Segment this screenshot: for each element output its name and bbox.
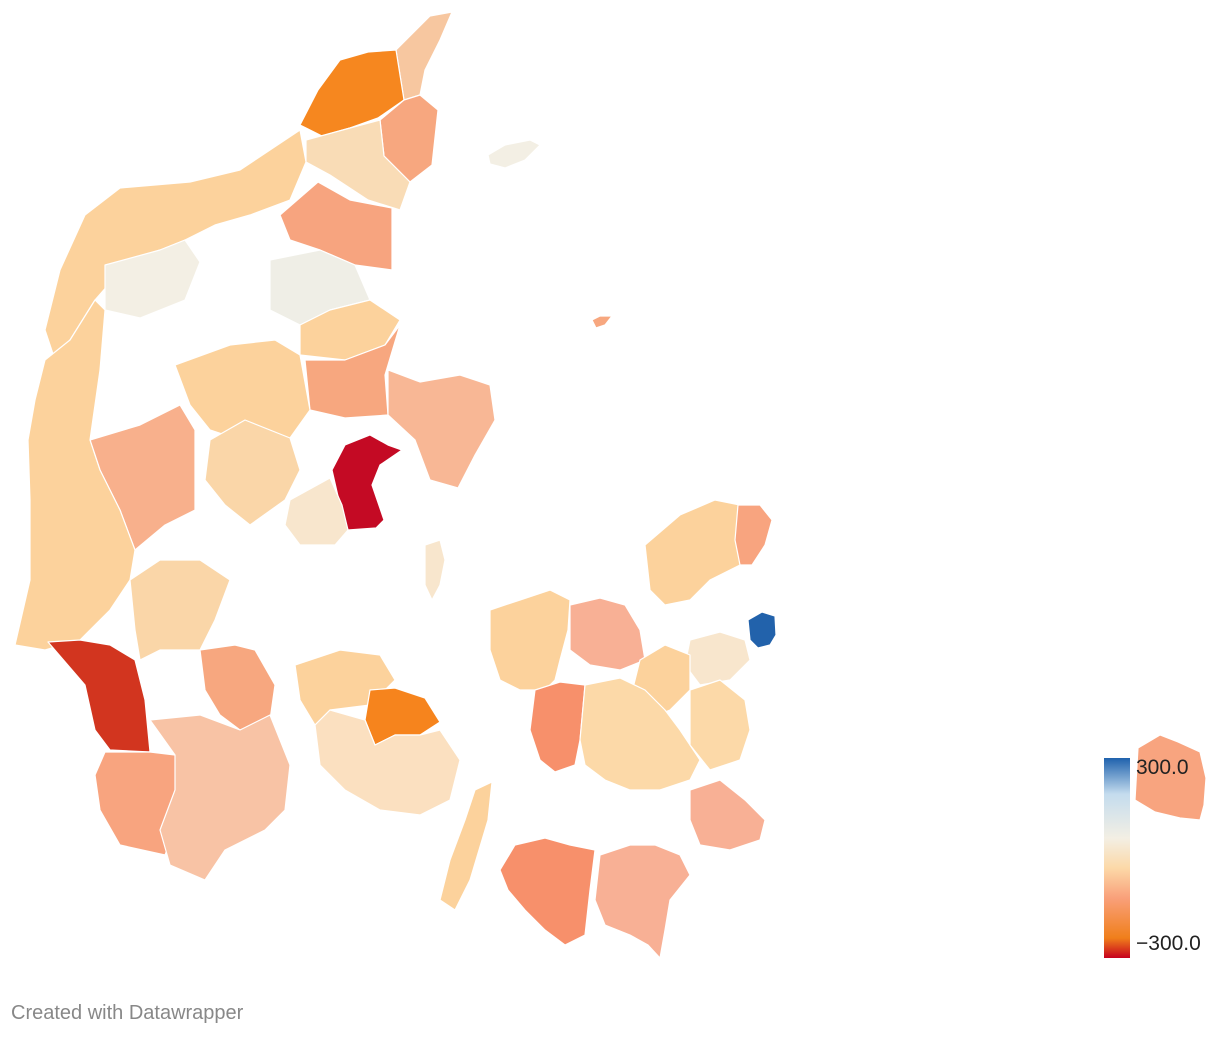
region-silkeborg [204, 419, 301, 526]
region-laeso [487, 139, 541, 169]
region-viborg [174, 339, 311, 441]
region-randers [304, 324, 401, 419]
datawrapper-credit: Created with Datawrapper [11, 1002, 244, 1024]
region-naestved [579, 677, 701, 791]
region-mon [689, 779, 766, 851]
denmark-choropleth-map [14, 11, 1207, 959]
region-copenhagen [747, 611, 777, 649]
color-legend: 300.0 −300.0 [1104, 756, 1214, 958]
legend-min-label: −300.0 [1136, 932, 1201, 955]
region-lolland [499, 837, 596, 946]
legend-gradient-bar [1104, 758, 1130, 958]
region-anholt [591, 315, 613, 329]
region-limfjord-island [104, 239, 201, 319]
region-vendsyssel [305, 119, 411, 211]
region-mariagerfjord [299, 299, 401, 361]
legend-max-label: 300.0 [1136, 756, 1189, 779]
region-bornholm [1134, 734, 1207, 821]
region-sjaelland-west [489, 589, 571, 691]
region-falster [594, 844, 691, 959]
region-slagelse [529, 681, 586, 773]
region-djursland [387, 369, 496, 489]
region-nordjylland-tip [395, 11, 453, 101]
region-fyn-south [314, 709, 461, 816]
region-koge [684, 631, 751, 686]
region-skanderborg [284, 477, 349, 546]
region-sonderjylland [149, 714, 291, 881]
region-sjaelland-north [644, 499, 746, 606]
region-north-coast-helsingor [734, 504, 773, 566]
region-vejen [129, 559, 231, 661]
region-esbjerg [47, 639, 151, 753]
region-kolding [199, 644, 276, 731]
region-stevns [689, 679, 751, 771]
region-holbaek [569, 597, 646, 671]
region-samso [424, 539, 446, 601]
region-langeland [439, 781, 493, 911]
